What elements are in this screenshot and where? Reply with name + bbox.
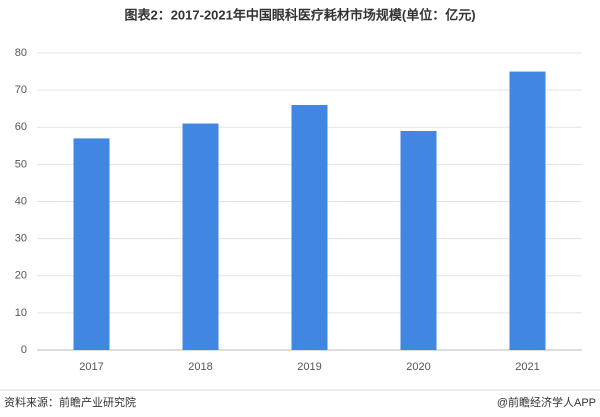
credit: @前瞻经济学人APP — [497, 395, 596, 409]
y-tick-label: 10 — [15, 307, 27, 319]
y-tick-label: 80 — [15, 47, 27, 59]
x-tick-label: 2019 — [297, 361, 321, 373]
x-tick-label: 2017 — [79, 361, 103, 373]
chart-title: 图表2：2017-2021年中国眼科医疗耗材市场规模(单位：亿元) — [124, 7, 475, 22]
y-tick-label: 20 — [15, 270, 27, 282]
y-tick-label: 40 — [15, 195, 27, 207]
y-tick-label: 50 — [15, 158, 27, 170]
y-tick-label: 0 — [21, 344, 27, 356]
x-tick-label: 2018 — [188, 361, 212, 373]
bar — [182, 123, 219, 350]
x-tick-label: 2021 — [515, 361, 539, 373]
y-tick-label: 60 — [15, 121, 27, 133]
bar — [291, 104, 328, 350]
bar — [509, 71, 546, 350]
y-tick-label: 70 — [15, 84, 27, 96]
bar — [400, 130, 437, 350]
bar — [73, 138, 110, 350]
source: 资料来源：前瞻产业研究院 — [4, 395, 136, 409]
y-tick-label: 30 — [15, 233, 27, 245]
x-tick-label: 2020 — [406, 361, 430, 373]
